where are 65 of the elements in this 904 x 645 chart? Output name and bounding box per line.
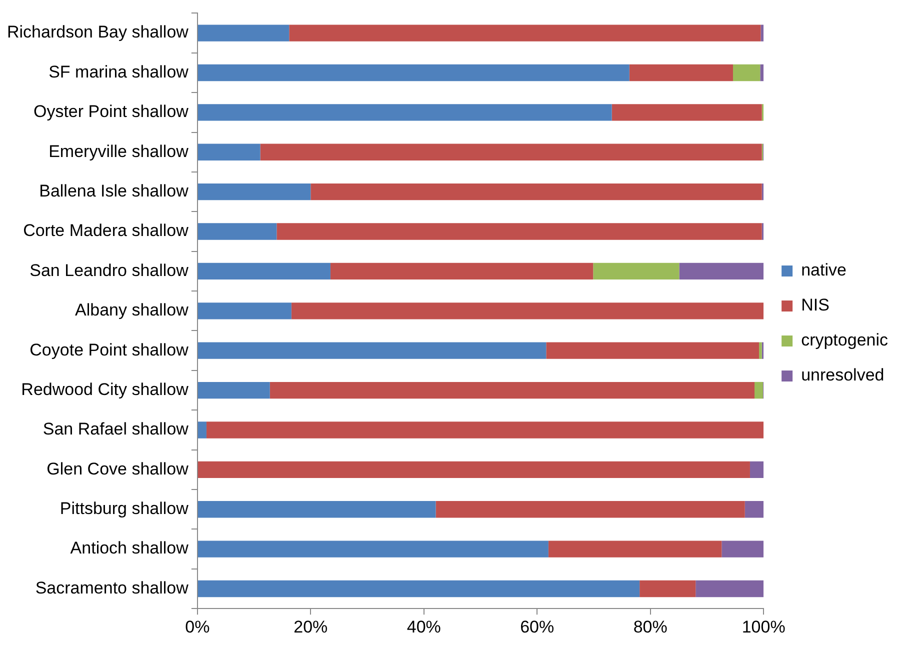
bar <box>330 262 594 280</box>
bar <box>289 24 761 42</box>
bar <box>732 64 760 82</box>
bar <box>696 580 764 598</box>
bar <box>206 422 764 438</box>
bar <box>198 501 436 518</box>
y-tick-label: Pittsburg shallow <box>60 499 190 518</box>
y-tick-label: Redwood City shallow <box>21 380 190 399</box>
bar <box>436 501 745 518</box>
y-tick-label: Albany shallow <box>75 300 190 320</box>
bar <box>759 342 762 359</box>
y-tick-label: San Leandro shallow <box>30 260 190 280</box>
bar <box>754 382 763 399</box>
bar <box>198 580 640 598</box>
bar <box>291 302 764 320</box>
y-tick-label: San Rafael shallow <box>42 420 190 439</box>
x-tick-label: 0% <box>185 617 210 636</box>
bar <box>260 144 762 160</box>
bar <box>198 223 277 240</box>
y-tick-label: Corte Madera shallow <box>23 221 190 240</box>
bar <box>198 540 548 558</box>
bar <box>640 580 696 598</box>
bar <box>546 342 760 359</box>
x-tick-label: 80% <box>633 617 668 636</box>
legend-label: unresolved <box>801 366 884 385</box>
y-tick-label: Glen Cove shallow <box>46 459 190 478</box>
bar <box>198 104 612 121</box>
x-tick-label: 100% <box>742 617 786 636</box>
bar <box>548 540 722 558</box>
bar <box>198 64 630 82</box>
bar <box>198 24 290 42</box>
x-tick-label: 40% <box>406 617 441 636</box>
y-tick-label: Emeryville shallow <box>48 142 190 161</box>
bar <box>198 342 546 359</box>
bar <box>198 262 330 280</box>
y-tick-label: Oyster Point shallow <box>33 102 190 122</box>
bar <box>679 262 764 280</box>
bar <box>198 461 750 478</box>
y-tick-label: Ballena Isle shallow <box>39 182 190 201</box>
bar <box>310 183 762 200</box>
bar <box>198 422 206 438</box>
y-tick-label: Sacramento shallow <box>35 578 190 598</box>
bar <box>198 302 292 320</box>
bar <box>612 104 762 121</box>
legend-label: NIS <box>801 296 830 315</box>
bar <box>629 64 733 82</box>
bar <box>276 223 762 240</box>
bar <box>198 144 260 160</box>
bar <box>270 382 755 399</box>
bar <box>722 540 764 558</box>
y-tick-label: SF marina shallow <box>48 62 190 82</box>
x-tick-label: 60% <box>520 617 554 636</box>
x-tick-label: 20% <box>294 617 328 636</box>
bar <box>198 382 270 399</box>
bar <box>198 183 311 200</box>
bar <box>760 64 764 82</box>
bar <box>750 461 764 478</box>
y-tick-label: Antioch shallow <box>70 538 190 558</box>
bar <box>744 501 764 518</box>
legend-label: native <box>801 260 846 280</box>
bar <box>760 24 764 42</box>
legend-label: cryptogenic <box>801 330 888 350</box>
y-tick-label: Coyote Point shallow <box>30 340 190 360</box>
y-tick-label: Richardson Bay shallow <box>7 22 190 42</box>
bar <box>593 262 680 280</box>
